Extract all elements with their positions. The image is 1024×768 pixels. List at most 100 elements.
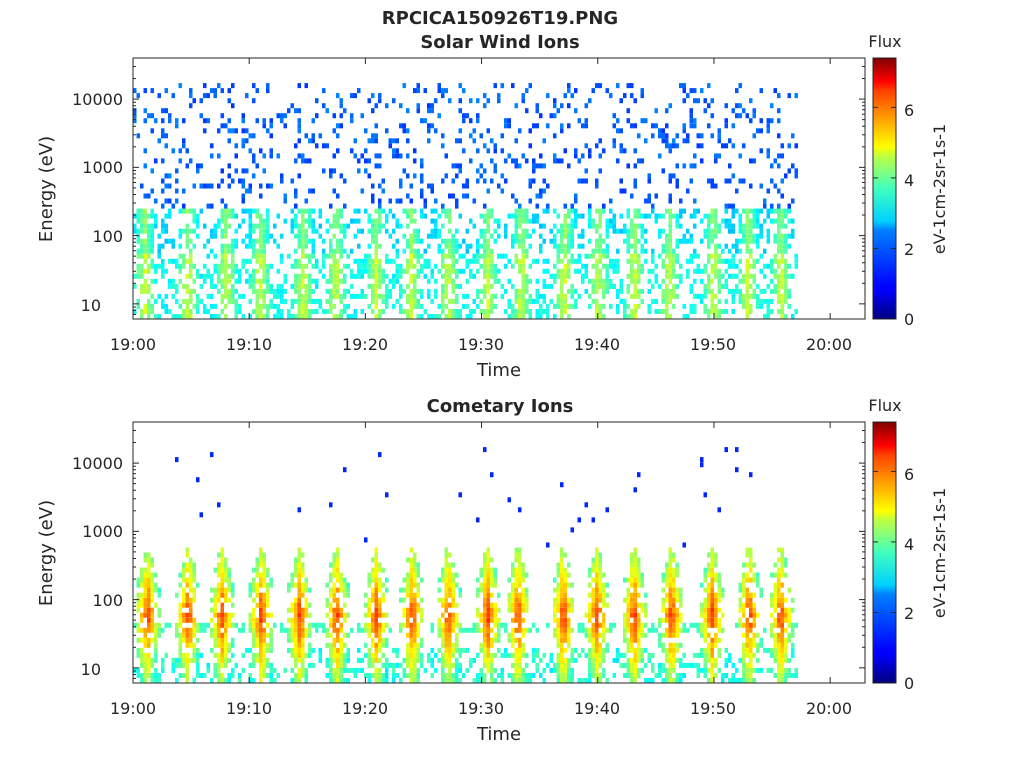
spectrogram-cell [182,208,186,214]
spectrogram-cell [749,263,753,269]
spectrogram-cell [161,303,165,309]
spectrogram-cell [514,288,518,294]
spectrogram-cell [567,657,571,663]
spectrogram-cell [455,268,459,274]
spectrogram-cell [623,298,627,304]
spectrogram-cell [717,314,721,319]
spectrogram-cell [521,577,525,583]
spectrogram-cell [234,288,238,294]
spectrogram-cell [546,123,550,129]
spectrogram-cell [623,617,627,623]
spectrogram-cell [374,552,378,558]
spectrogram-cell [759,223,763,229]
spectrogram-cell [150,208,154,214]
spectrogram-cell [742,572,746,578]
spectrogram-cell [157,612,161,618]
spectrogram-cell [689,309,693,315]
spectrogram-cell [406,314,410,319]
spectrogram-cell [490,557,494,563]
spectrogram-cell [192,577,196,583]
spectrogram-cell [745,652,749,658]
spectrogram-cell [672,577,676,583]
spectrogram-cell [490,158,494,164]
colorbar-tick-label: 6 [904,101,914,120]
spectrogram-cell [486,283,490,289]
spectrogram-cell [227,173,231,179]
spectrogram-cell [518,647,522,653]
spectrogram-cell [255,238,259,244]
spectrogram-cell [602,592,606,598]
spectrogram-cell [297,314,301,319]
spectrogram-cell [560,268,564,274]
spectrogram-cell [511,673,515,679]
spectrogram-cell [332,592,336,598]
spectrogram-cell [416,103,420,109]
spectrogram-cell [742,673,746,679]
spectrogram-cell [507,314,511,319]
spectrogram-cell [773,218,777,224]
spectrogram-cell [514,557,518,563]
spectrogram-cell [199,652,203,658]
spectrogram-cell [255,253,259,259]
spectrogram-cell [623,238,627,244]
spectrogram-cell [238,293,242,299]
spectrogram-cell [626,83,630,89]
spectrogram-cell [178,582,182,588]
spectrogram-cell [140,183,144,189]
spectrogram-cell [479,627,483,633]
spectrogram-cell [721,283,725,289]
spectrogram-cell [560,637,564,643]
spectrogram-cell [479,133,483,139]
spectrogram-cell [511,582,515,588]
spectrogram-cell [521,98,525,104]
spectrogram-cell [353,208,357,214]
spectrogram-cell [262,602,266,608]
spectrogram-cell [486,148,490,154]
spectrogram-cell [360,293,364,299]
spectrogram-cell [413,657,417,663]
spectrogram-cell [626,647,630,653]
spectrogram-cell [241,652,245,658]
spectrogram-cell [147,652,151,658]
spectrogram-cell [280,253,284,259]
spectrogram-cell [563,233,567,239]
spectrogram-cell [364,258,368,264]
spectrogram-cell [329,263,333,269]
spectrogram-cell [518,213,522,219]
spectrogram-cell [626,314,630,319]
spectrogram-cell [133,223,137,229]
spectrogram-cell [619,188,623,194]
spectrogram-cell [612,657,616,663]
spectrogram-cell [528,278,532,284]
spectrogram-cell [423,258,427,264]
spectrogram-cell [486,298,490,304]
spectrogram-cell [399,662,403,668]
spectrogram-cell [374,582,378,588]
spectrogram-cell [420,193,424,199]
spectrogram-cell [668,208,672,214]
spectrogram-cell [686,258,690,264]
spectrogram-cell [224,567,228,573]
spectrogram-cell [731,223,735,229]
spectrogram-cell [745,602,749,608]
spectrogram-cell [192,592,196,598]
spectrogram-cell [269,263,273,269]
spectrogram-cell [560,557,564,563]
spectrogram-cell [486,213,490,219]
spectrogram-cell [577,158,581,164]
spectrogram-cell [406,243,410,249]
spectrogram-cell [266,238,270,244]
spectrogram-cell [297,173,301,179]
spectrogram-cell [577,268,581,274]
spectrogram-cell [248,627,252,633]
spectrogram-cell [507,652,511,658]
spectrogram-cell [206,273,210,279]
spectrogram-cell [140,652,144,658]
spectrogram-cell [721,627,725,633]
spectrogram-cell [136,133,140,139]
spectrogram-cell [297,642,301,648]
spectrogram-cell [721,143,725,149]
spectrogram-cell [385,218,389,224]
spectrogram-cell [444,592,448,598]
spectrogram-cell [724,123,728,129]
